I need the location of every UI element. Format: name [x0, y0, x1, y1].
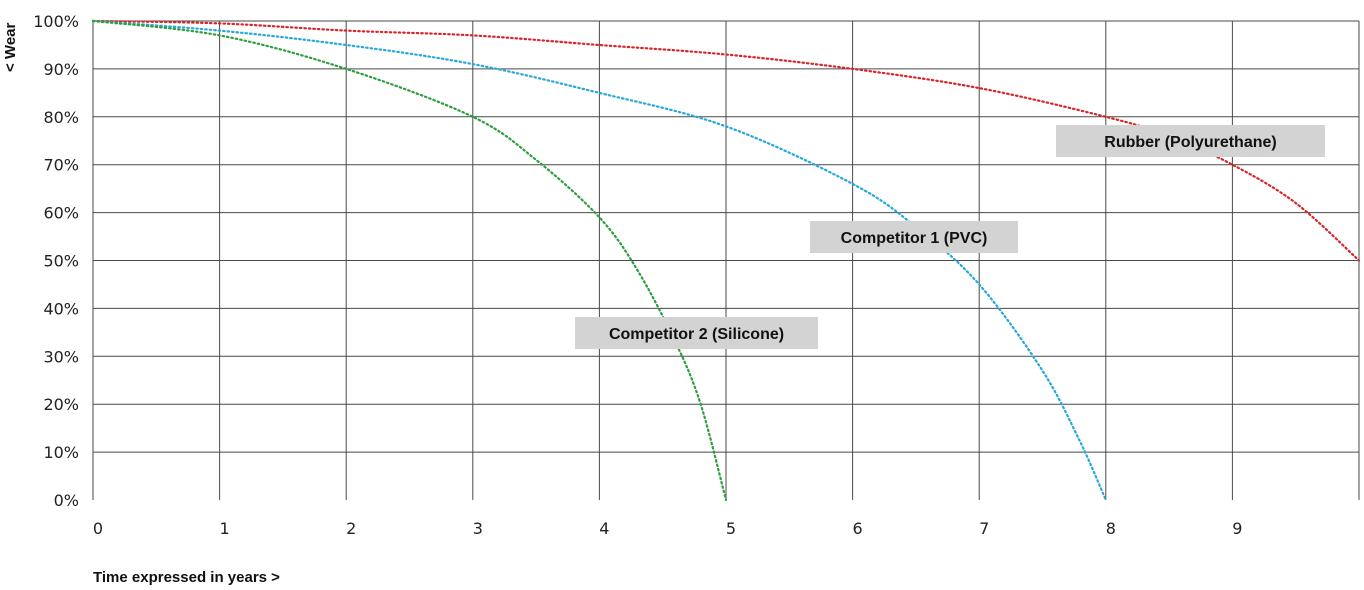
x-axis-title: Time expressed in years > — [93, 569, 280, 586]
x-tick-label: 2 — [346, 519, 356, 538]
x-tick-labels: 0 1 2 3 4 5 6 7 8 9 — [93, 519, 1243, 538]
y-tick-label: 40% — [43, 299, 79, 318]
label-text: Competitor 2 (Silicone) — [609, 326, 784, 343]
label-text: Rubber (Polyurethane) — [1104, 134, 1276, 151]
y-tick-label: 80% — [43, 108, 79, 127]
series-label-1: Rubber (Polyurethane) — [1056, 125, 1325, 157]
label-box — [1056, 125, 1325, 157]
series-line-2 — [91, 19, 1107, 502]
y-tick-label: 10% — [43, 443, 79, 462]
y-tick-label: 0% — [54, 491, 79, 510]
y-tick-label: 70% — [43, 156, 79, 175]
series-label-3: Competitor 2 (Silicone) — [575, 317, 818, 349]
y-tick-label: 100% — [33, 12, 79, 31]
label-box — [575, 317, 818, 349]
x-tick-label: 1 — [220, 519, 230, 538]
x-tick-label: 3 — [473, 519, 483, 538]
y-tick-label: 60% — [43, 204, 79, 223]
y-tick-labels: 0% 10% 20% 30% 40% 50% 60% 70% 80% 90% 100% — [33, 12, 79, 510]
x-tick-label: 9 — [1232, 519, 1242, 538]
y-tick-label: 20% — [43, 395, 79, 414]
x-tick-label: 4 — [599, 519, 609, 538]
x-tick-label: 7 — [979, 519, 989, 538]
series-labels: Rubber (Polyurethane) Competitor 1 (PVC) C… — [575, 125, 1325, 349]
y-tick-label: 90% — [43, 60, 79, 79]
label-text: Competitor 1 (PVC) — [841, 230, 988, 247]
x-tick-label: 6 — [853, 519, 863, 538]
series-label-2: Competitor 1 (PVC) — [810, 221, 1018, 253]
series-line-3 — [91, 19, 728, 502]
label-box — [810, 221, 1018, 253]
grid-lines — [92, 20, 1360, 500]
y-axis-title: < Wear — [2, 23, 19, 72]
x-tick-label: 0 — [93, 519, 103, 538]
x-tick-label: 8 — [1106, 519, 1116, 538]
x-tick-label: 5 — [726, 519, 736, 538]
y-tick-label: 50% — [43, 252, 79, 271]
y-tick-label: 30% — [43, 347, 79, 366]
